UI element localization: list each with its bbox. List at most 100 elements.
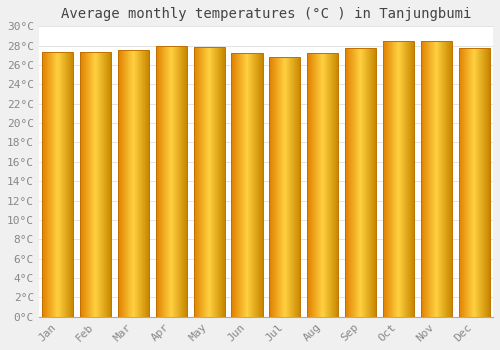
Bar (253, 54, 254, 317)
Bar (421, 41, 422, 317)
Bar (356, 48, 357, 317)
Bar (355, 48, 356, 317)
Bar (410, 41, 411, 317)
Bar (427, 41, 428, 317)
Bar (167, 46, 168, 317)
Bar (256, 54, 257, 317)
Bar (106, 52, 107, 317)
Bar (298, 57, 299, 317)
Bar (43, 52, 44, 317)
Bar (353, 48, 354, 317)
Bar (327, 54, 328, 317)
Bar (90, 52, 92, 317)
Bar (145, 50, 146, 317)
Bar (127, 50, 128, 317)
Bar (60, 52, 61, 317)
Bar (428, 41, 429, 317)
Bar (209, 47, 210, 317)
Bar (363, 48, 364, 317)
Bar (307, 54, 308, 317)
Bar (405, 41, 406, 317)
Bar (362, 48, 363, 317)
Bar (139, 50, 140, 317)
Bar (313, 54, 314, 317)
Bar (394, 41, 396, 317)
Bar (72, 52, 74, 317)
Bar (465, 48, 466, 317)
Bar (330, 54, 331, 317)
Bar (70, 52, 71, 317)
Bar (247, 54, 248, 317)
Bar (94, 52, 95, 317)
Bar (430, 41, 432, 317)
Bar (277, 57, 278, 317)
Bar (250, 54, 251, 317)
Bar (250, 54, 252, 317)
Bar (85, 52, 86, 317)
Bar (361, 48, 362, 317)
Bar (348, 48, 349, 317)
Bar (259, 54, 260, 317)
Bar (388, 41, 389, 317)
Bar (138, 50, 139, 317)
Bar (383, 41, 414, 317)
Bar (194, 47, 224, 317)
Bar (286, 57, 288, 317)
Bar (157, 46, 158, 317)
Bar (370, 48, 371, 317)
Bar (468, 48, 469, 317)
Bar (480, 48, 481, 317)
Bar (97, 52, 98, 317)
Bar (257, 54, 258, 317)
Bar (448, 41, 450, 317)
Bar (105, 52, 106, 317)
Bar (178, 46, 179, 317)
Bar (432, 41, 433, 317)
Bar (312, 54, 313, 317)
Bar (240, 54, 241, 317)
Bar (314, 54, 316, 317)
Bar (291, 57, 292, 317)
Bar (59, 52, 60, 317)
Bar (358, 48, 360, 317)
Bar (199, 47, 200, 317)
Bar (174, 46, 175, 317)
Bar (270, 57, 300, 317)
Bar (166, 46, 167, 317)
Bar (345, 48, 346, 317)
Bar (58, 52, 59, 317)
Bar (196, 47, 197, 317)
Bar (469, 48, 470, 317)
Bar (61, 52, 62, 317)
Bar (280, 57, 281, 317)
Bar (365, 48, 366, 317)
Bar (156, 46, 157, 317)
Bar (373, 48, 374, 317)
Bar (466, 48, 468, 317)
Bar (119, 50, 120, 317)
Bar (281, 57, 282, 317)
Bar (244, 54, 245, 317)
Bar (82, 52, 83, 317)
Bar (426, 41, 427, 317)
Bar (236, 54, 237, 317)
Bar (165, 46, 166, 317)
Bar (204, 47, 205, 317)
Bar (309, 54, 310, 317)
Bar (336, 54, 337, 317)
Bar (194, 47, 195, 317)
Bar (295, 57, 296, 317)
Bar (124, 50, 126, 317)
Bar (124, 50, 125, 317)
Bar (398, 41, 399, 317)
Bar (93, 52, 94, 317)
Bar (320, 54, 321, 317)
Bar (488, 48, 489, 317)
Bar (208, 47, 209, 317)
Bar (241, 54, 242, 317)
Bar (126, 50, 128, 317)
Bar (278, 57, 280, 317)
Bar (205, 47, 206, 317)
Bar (433, 41, 434, 317)
Bar (131, 50, 132, 317)
